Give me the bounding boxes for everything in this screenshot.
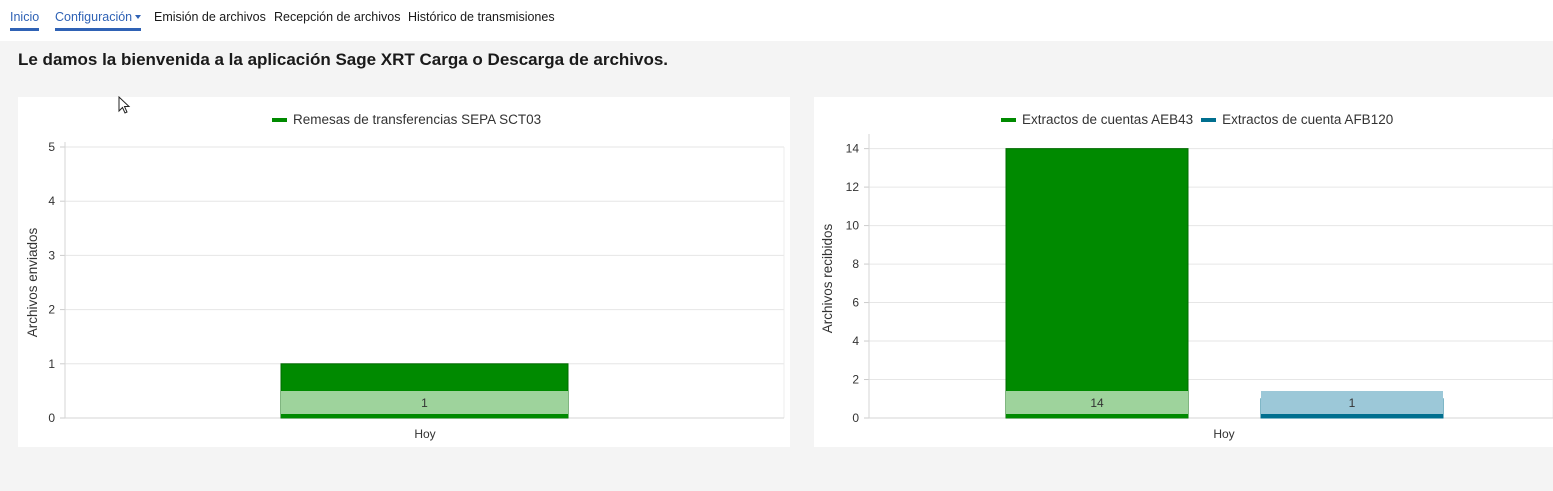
page-title: Le damos la bienvenida a la aplicación S… (18, 50, 669, 69)
chart-panel-sent: 0 1 2 3 4 5 Archivos enviados Hoy 1 (18, 97, 790, 447)
nav-item-label: Histórico de transmisiones (408, 10, 555, 24)
y-tick-label: 10 (846, 219, 860, 233)
received-files-chart: 0 2 4 6 8 10 12 14 Archivos recibidos Hoy 14 1 (820, 134, 1553, 441)
chart-legend-received: Extractos de cuentas AEB43 Extractos de … (1001, 112, 1401, 127)
nav-item-label: Emisión de archivos (154, 10, 266, 24)
sent-files-chart: 0 1 2 3 4 5 Archivos enviados Hoy 1 (25, 140, 785, 441)
legend-label: Extractos de cuenta AFB120 (1222, 112, 1394, 127)
legend-entry[interactable]: Extractos de cuentas AEB43 (1001, 112, 1193, 127)
x-tick-label: Hoy (414, 427, 435, 441)
bar-baseline (1006, 414, 1188, 418)
y-tick-label: 3 (48, 248, 55, 262)
legend-swatch (272, 117, 287, 122)
data-label: 1 (421, 396, 428, 410)
y-tick-label: 2 (852, 373, 859, 387)
legend-entry[interactable]: Remesas de transferencias SEPA SCT03 (272, 112, 541, 127)
bar-label-band (1006, 391, 1188, 414)
mouse-pointer-icon (118, 96, 131, 114)
caret-down-icon (135, 14, 142, 19)
y-tick-label: 4 (852, 334, 859, 348)
chart-legend-sent: Remesas de transferencias SEPA SCT03 (272, 112, 549, 127)
data-label: 14 (1090, 396, 1104, 410)
x-tick-label: Hoy (1213, 427, 1234, 441)
nav-item-label: Inicio (10, 10, 40, 24)
y-tick-label: 0 (852, 411, 859, 425)
bar-label-band (1261, 391, 1443, 414)
y-tick-label: 2 (48, 303, 55, 317)
nav-item-historico[interactable]: Histórico de transmisiones (408, 9, 555, 28)
y-axis-label: Archivos recibidos (820, 223, 835, 333)
y-tick-label: 6 (852, 296, 859, 310)
nav-item-recepcion[interactable]: Recepción de archivos (274, 9, 400, 28)
y-tick-label: 1 (48, 357, 55, 371)
nav-item-emision[interactable]: Emisión de archivos (154, 9, 266, 28)
legend-label: Extractos de cuentas AEB43 (1022, 112, 1194, 127)
y-tick-label: 8 (852, 257, 859, 271)
bar-baseline (281, 414, 568, 418)
legend-entry[interactable]: Extractos de cuenta AFB120 (1201, 112, 1393, 127)
chart-panel-received: 0 2 4 6 8 10 12 14 Archivos recibidos Hoy 14 1 (814, 97, 1553, 447)
nav-item-label: Configuración (55, 10, 133, 24)
y-axis-label: Archivos enviados (25, 227, 40, 337)
y-tick-label: 14 (846, 142, 860, 156)
legend-label: Remesas de transferencias SEPA SCT03 (293, 112, 542, 127)
data-label: 1 (1349, 396, 1356, 410)
bar-label-band (281, 391, 568, 414)
bar (1005, 148, 1189, 419)
nav-item-inicio[interactable]: Inicio (10, 9, 40, 31)
legend-swatch (1001, 117, 1016, 122)
top-navigation: Inicio Configuración Emisión de archivos… (0, 0, 1553, 41)
nav-item-label: Recepción de archivos (274, 10, 401, 24)
y-tick-label: 4 (48, 194, 55, 208)
y-tick-label: 0 (48, 411, 55, 425)
legend-swatch (1201, 117, 1217, 122)
y-tick-label: 5 (48, 140, 55, 154)
y-tick-label: 12 (846, 180, 860, 194)
bar-baseline (1261, 414, 1443, 418)
nav-item-configuracion[interactable]: Configuración (55, 9, 142, 31)
